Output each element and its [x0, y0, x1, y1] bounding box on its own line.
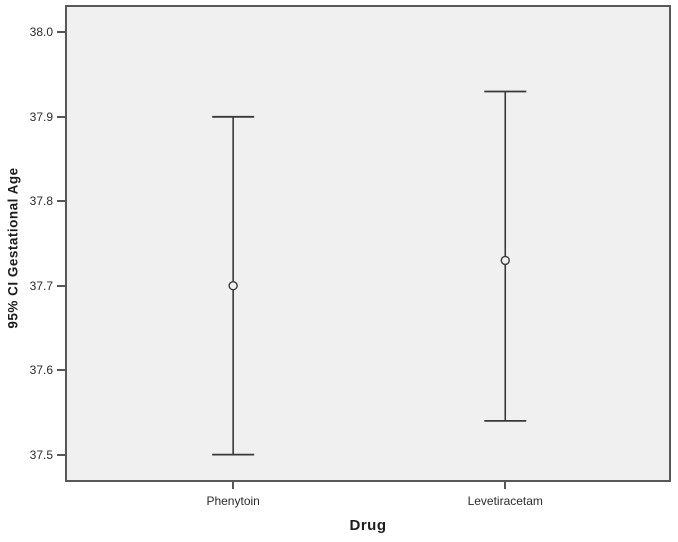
x-tick-mark [504, 482, 507, 489]
error-bar-levetiracetam [484, 90, 527, 422]
mean-marker [500, 255, 510, 266]
mean-marker [228, 281, 238, 291]
x-tick-label-levetiracetam: Levetiracetam [467, 494, 543, 508]
x-axis-title: Drug [349, 517, 387, 534]
error-bar-phenytoin [212, 115, 255, 456]
y-tick-label: 37.9 [29, 109, 53, 124]
x-tick-label-phenytoin: Phenytoin [206, 494, 260, 508]
plot-area [65, 5, 671, 482]
error-bar-plot-canvas [212, 90, 527, 456]
y-tick-mark [57, 200, 65, 203]
y-tick-label: 37.7 [29, 278, 53, 293]
y-tick-mark [57, 115, 65, 118]
y-tick-label: 37.8 [29, 194, 53, 209]
y-tick-mark [57, 284, 65, 287]
y-tick-label: 37.5 [29, 447, 53, 462]
y-tick-mark [57, 369, 65, 372]
x-tick-mark [232, 482, 235, 489]
y-tick-mark [57, 31, 65, 34]
y-tick-label: 37.6 [29, 363, 53, 378]
y-tick-mark [57, 453, 65, 456]
y-axis-title: 95% CI Gestational Age [5, 167, 21, 329]
y-tick-label: 38.0 [29, 25, 53, 40]
